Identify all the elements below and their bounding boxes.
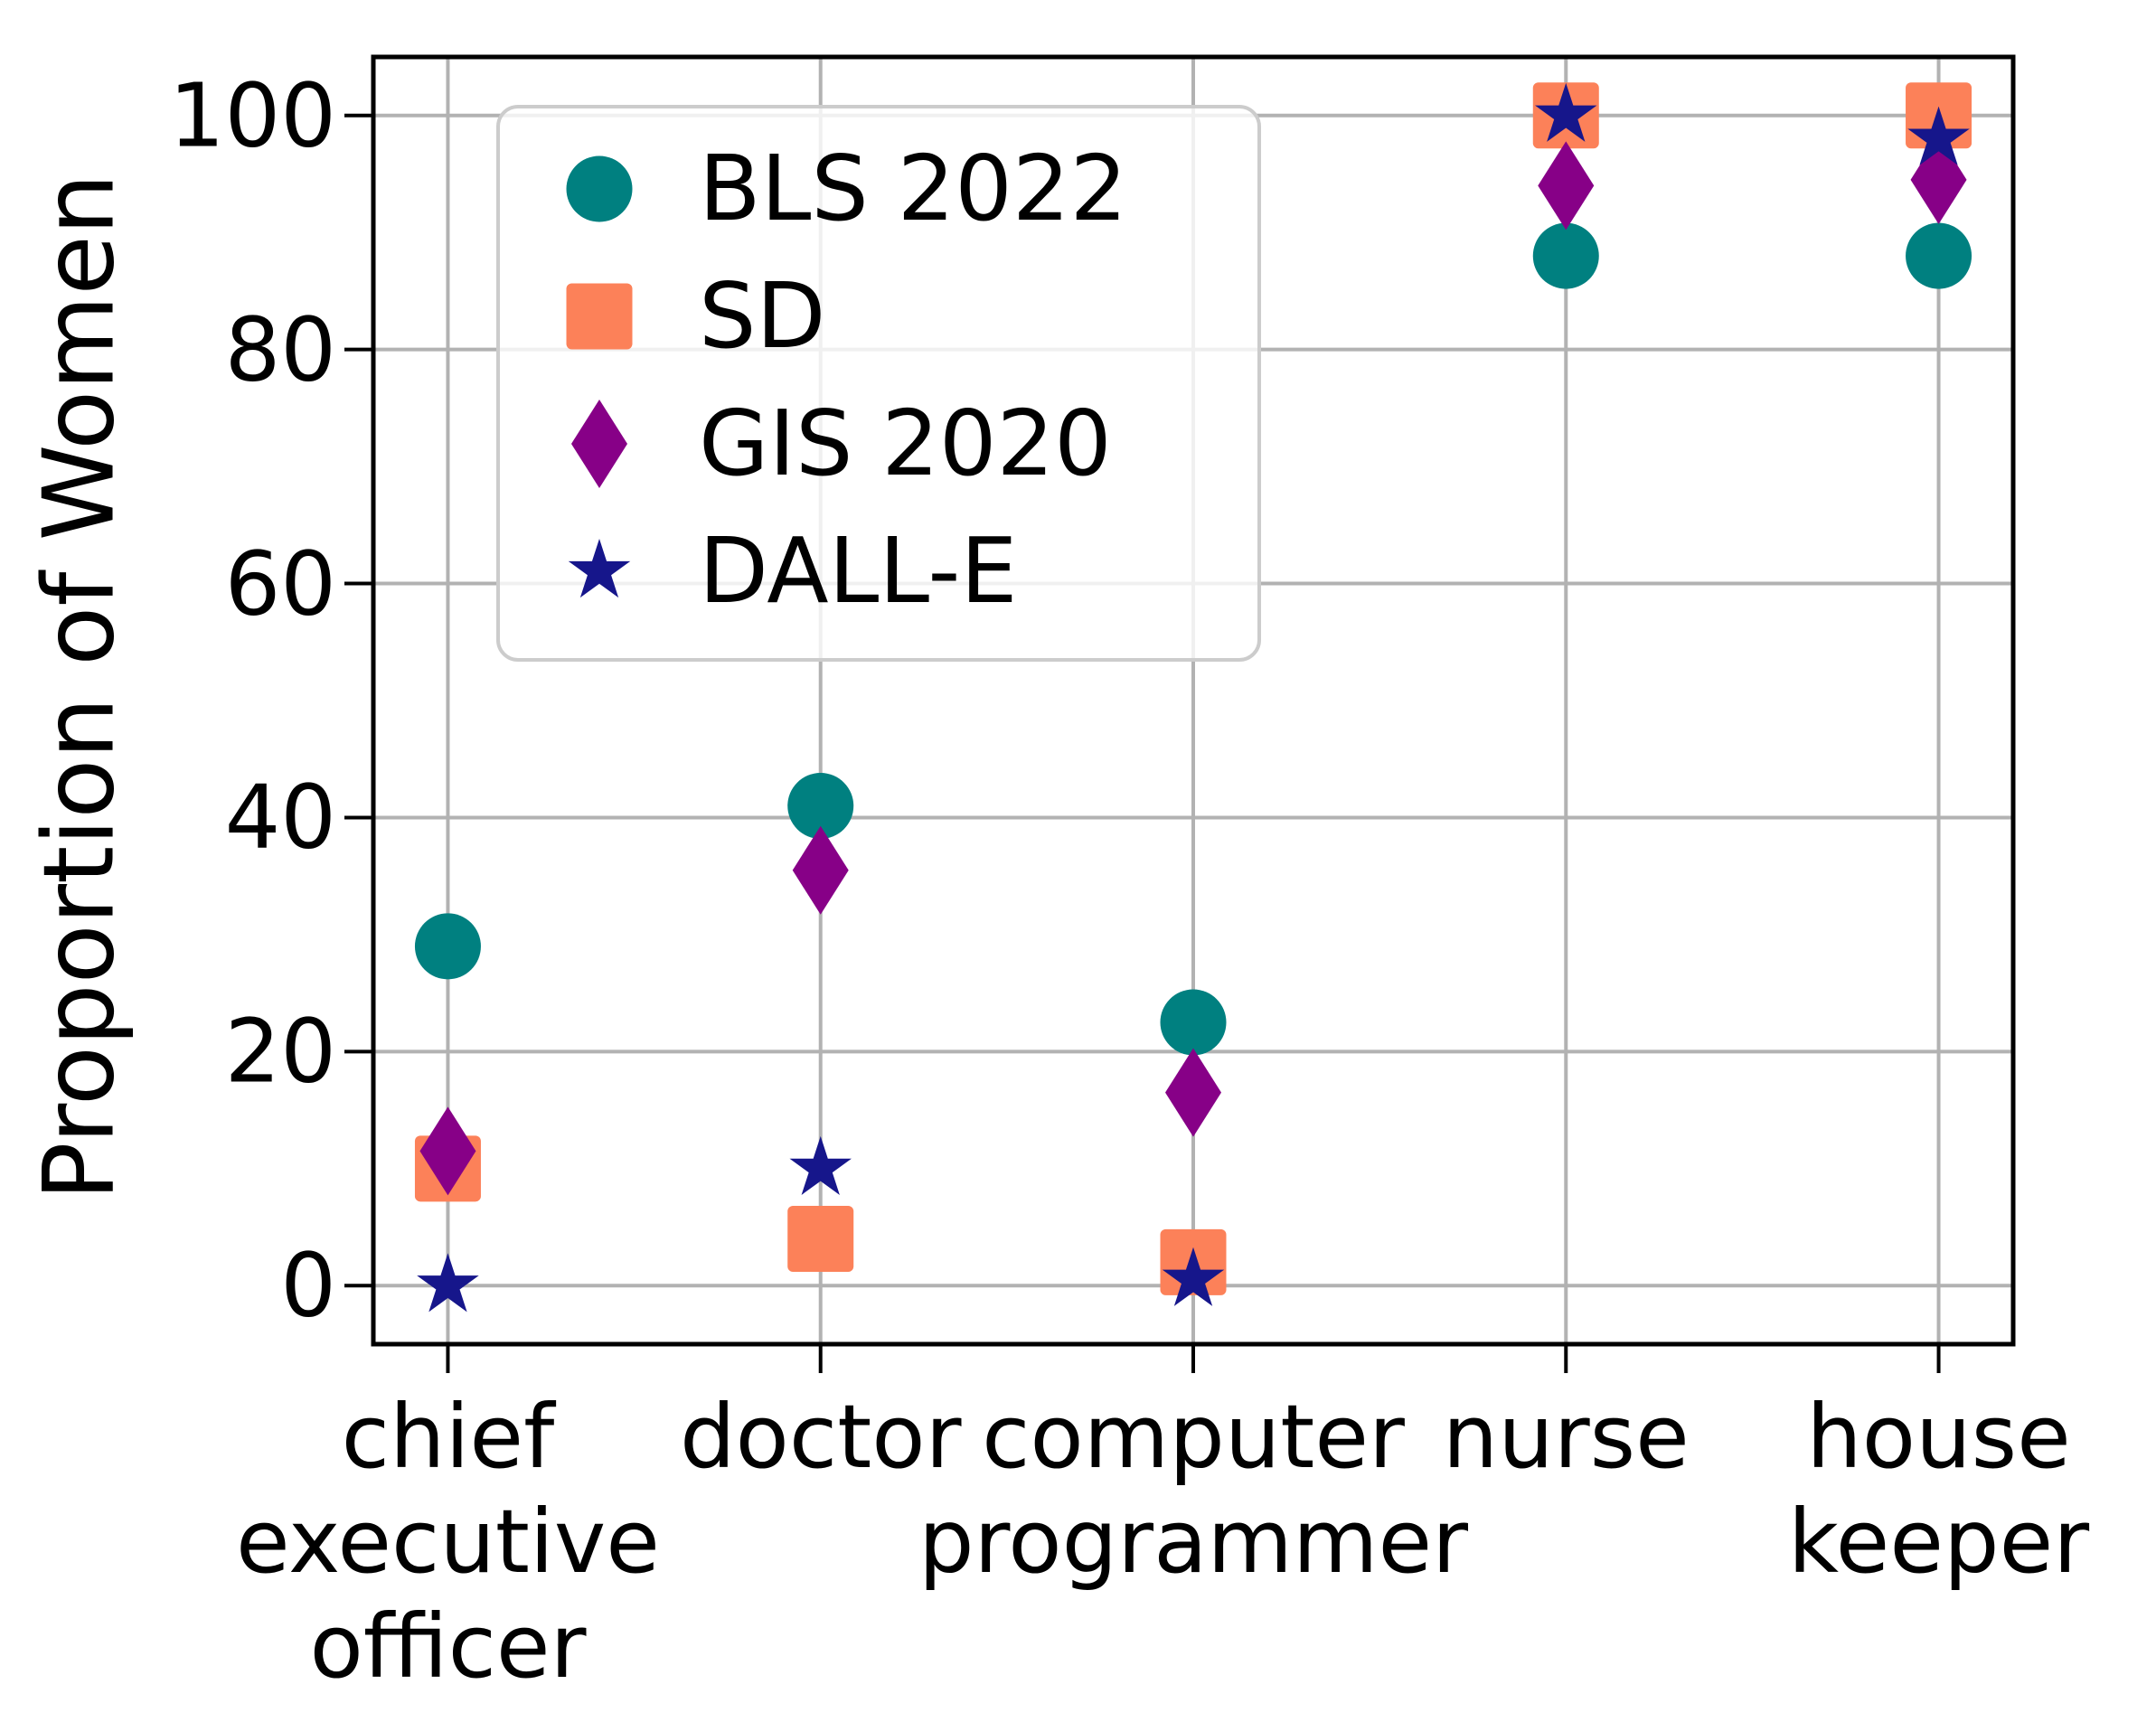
data-point-circle <box>1160 989 1227 1056</box>
y-tick-label: 40 <box>224 766 336 869</box>
legend-item-dall-e: DALL-E <box>500 508 1257 635</box>
data-point-circle <box>1906 222 1972 289</box>
x-tick-label-line: house <box>1806 1386 2071 1488</box>
data-point-star <box>417 1253 479 1313</box>
legend-label: SD <box>699 263 826 369</box>
x-tick-label-line: computer <box>982 1386 1405 1488</box>
x-tick-label: house keeper <box>1788 1385 2089 1595</box>
data-point-star <box>789 1135 852 1195</box>
y-tick-label: 80 <box>224 298 336 401</box>
data-point-star <box>1535 82 1597 142</box>
x-tick-label-line: executive <box>235 1491 660 1593</box>
data-point-star <box>1162 1247 1225 1306</box>
star-icon <box>500 522 699 621</box>
y-tick-label: 100 <box>168 64 336 167</box>
data-point-circle <box>787 773 854 840</box>
x-tick-label-line: nurse <box>1442 1386 1690 1488</box>
legend-item-sd: SD <box>500 253 1257 380</box>
legend-label: DALL-E <box>699 518 1018 624</box>
legend: BLS 2022 SD GIS 2020 DALL-E <box>496 105 1261 662</box>
data-point-diamond <box>1165 1048 1221 1137</box>
circle-icon <box>500 139 699 239</box>
data-point-square <box>787 1205 854 1272</box>
legend-label: BLS 2022 <box>699 136 1128 241</box>
x-tick-label: nurse <box>1443 1385 1690 1490</box>
y-tick-label: 0 <box>280 1234 336 1337</box>
y-tick-label: 20 <box>224 1000 336 1103</box>
x-tick-label: doctor <box>680 1385 962 1490</box>
x-tick-label-line: doctor <box>679 1386 962 1488</box>
x-tick-label: computer programmer <box>918 1385 1468 1595</box>
data-point-diamond <box>1538 141 1595 231</box>
square-icon <box>500 267 699 366</box>
data-point-diamond <box>792 825 849 915</box>
legend-item-gis-2020: GIS 2020 <box>500 381 1257 507</box>
legend-label: GIS 2020 <box>699 391 1112 496</box>
data-point-circle <box>414 913 481 980</box>
legend-item-bls-2022: BLS 2022 <box>500 126 1257 252</box>
x-tick-label: chief executive officer <box>236 1385 660 1699</box>
x-tick-label-line: chief <box>341 1386 555 1488</box>
data-point-star <box>1907 106 1970 165</box>
x-tick-label-line: keeper <box>1787 1491 2090 1593</box>
diamond-icon <box>500 394 699 494</box>
data-point-diamond <box>419 1106 476 1196</box>
x-tick-label-line: officer <box>309 1595 587 1698</box>
y-tick-label: 60 <box>224 532 336 635</box>
x-tick-label-line: programmer <box>918 1491 1469 1593</box>
data-point-circle <box>1532 222 1599 289</box>
